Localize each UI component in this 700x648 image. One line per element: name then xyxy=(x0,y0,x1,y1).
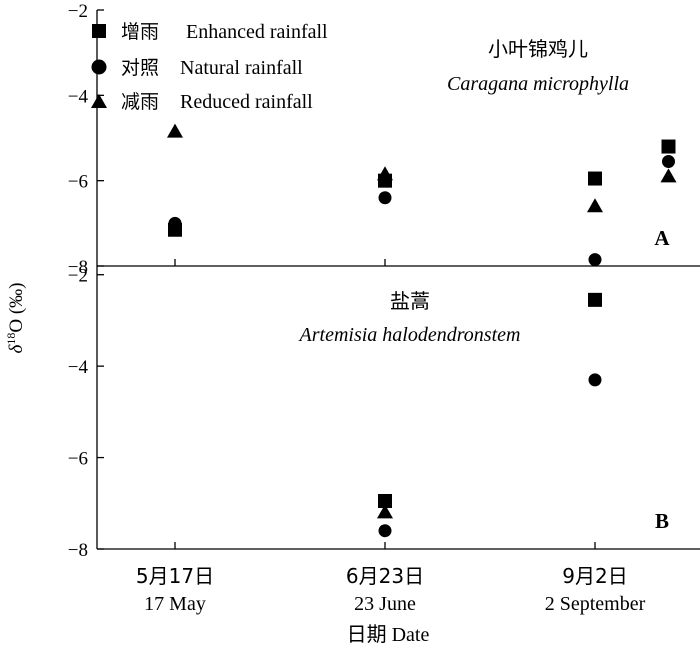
panel-a-y-ticks: −6 −4 −2 −8 xyxy=(68,1,104,278)
triangle-marker xyxy=(660,168,677,183)
legend-label-cn: 对照 xyxy=(121,57,159,79)
triangle-marker xyxy=(587,198,603,213)
legend-label-cn: 减雨 xyxy=(121,91,159,113)
triangle-marker xyxy=(377,166,393,181)
legend-triangle-symbol xyxy=(91,94,107,108)
panel-b-markers xyxy=(377,292,602,538)
y-axis-label: δ18O (‰) xyxy=(4,283,27,354)
legend-label-en: Enhanced rainfall xyxy=(186,21,328,43)
circle-marker xyxy=(168,216,182,230)
y-tick-label: −4 xyxy=(68,86,89,107)
circle-marker xyxy=(588,373,602,387)
panel-b-title-cn: 盐蒿 xyxy=(390,289,430,313)
x-category-label-en: 23 June xyxy=(354,593,416,615)
circle-marker xyxy=(378,524,392,538)
legend-label-en: Reduced rainfall xyxy=(180,91,313,113)
x-category-label-cn: 9月2日 xyxy=(562,564,627,588)
panel-b-letter: B xyxy=(655,509,669,533)
triangle-marker xyxy=(377,504,393,519)
legend-label-en: Natural rainfall xyxy=(180,57,303,79)
legend-label-cn: 增雨 xyxy=(121,21,159,43)
legend: 增雨 Enhanced rainfall 对照 Natural rainfall… xyxy=(91,21,328,113)
panel-b-y-ticks: −8 −6 −4 −2 xyxy=(68,266,104,561)
square-marker xyxy=(588,171,602,186)
circle-marker xyxy=(588,253,602,267)
x-axis-label: 日期 Date xyxy=(347,624,430,646)
panel-a-title-latin: Caragana microphylla xyxy=(447,73,629,95)
circle-marker xyxy=(662,154,675,168)
x-category-label-cn: 6月23日 xyxy=(346,564,424,588)
circle-marker xyxy=(378,191,392,205)
legend-square-symbol xyxy=(92,24,106,38)
y-tick-label: −2 xyxy=(68,266,88,287)
y-tick-label: −8 xyxy=(68,540,88,561)
panel-b-title-latin: Artemisia halodendronstem xyxy=(298,324,521,346)
panel-a-letter: A xyxy=(654,226,670,250)
triangle-marker xyxy=(167,123,183,138)
square-marker xyxy=(588,292,602,307)
panel-a-markers xyxy=(167,123,677,267)
x-category-label-en: 17 May xyxy=(144,593,206,615)
y-tick-label: −8 xyxy=(68,257,88,278)
y-tick-label: −2 xyxy=(68,1,88,22)
x-category-label-cn: 5月17日 xyxy=(136,564,214,588)
y-tick-label: −6 xyxy=(68,449,88,470)
square-marker xyxy=(378,494,392,508)
panel-a-title-cn: 小叶锦鸡儿 xyxy=(488,37,588,61)
y-tick-label: −4 xyxy=(68,357,89,378)
legend-circle-symbol xyxy=(91,59,107,75)
x-category-label-en: 2 September xyxy=(545,593,646,615)
y-tick-label: −6 xyxy=(68,172,88,193)
square-marker xyxy=(661,139,676,154)
